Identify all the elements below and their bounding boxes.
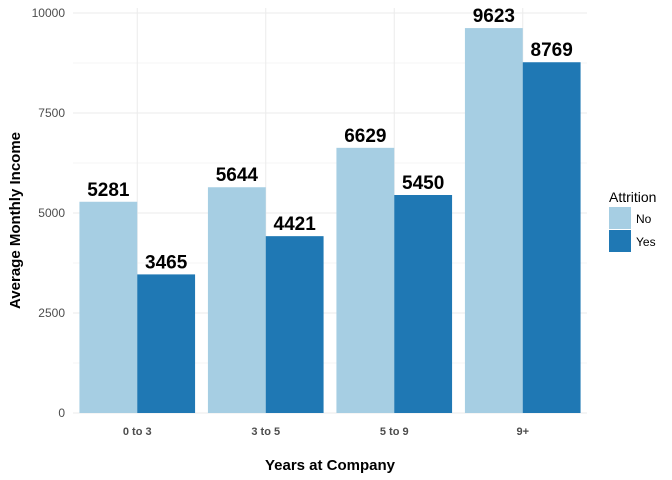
y-axis-title: Average Monthly Income xyxy=(7,132,24,309)
bar-no-2 xyxy=(207,187,266,413)
y-tick-label: 7500 xyxy=(38,106,65,120)
y-tick-label: 10000 xyxy=(32,6,66,20)
bar-no-1 xyxy=(79,201,138,413)
x-axis-ticks: 0 to 3 3 to 5 5 to 9 9+ xyxy=(123,426,529,438)
data-label: 3465 xyxy=(145,252,188,273)
data-label: 6629 xyxy=(344,126,386,147)
data-label: 4421 xyxy=(274,214,317,235)
data-labels: 5281 3465 5644 4421 6629 5450 9623 8769 xyxy=(87,6,573,273)
bar-no-4 xyxy=(464,28,523,414)
y-axis-ticks: 0 2500 5000 7500 10000 xyxy=(32,6,66,420)
y-tick-label: 2500 xyxy=(38,306,65,320)
legend-label: Yes xyxy=(636,235,656,249)
bar-yes-2 xyxy=(265,236,324,413)
data-label: 5281 xyxy=(87,180,130,201)
bars xyxy=(79,28,581,414)
legend-label: No xyxy=(636,212,652,226)
x-tick-label: 9+ xyxy=(516,426,529,438)
data-label: 5644 xyxy=(216,165,259,186)
data-label: 5450 xyxy=(402,173,444,194)
legend-items: No Yes xyxy=(609,207,656,252)
x-tick-label: 5 to 9 xyxy=(380,426,409,438)
bar-yes-3 xyxy=(394,195,453,413)
y-tick-label: 5000 xyxy=(38,206,65,220)
legend: Attrition No Yes xyxy=(609,189,656,252)
bar-yes-4 xyxy=(522,62,581,414)
data-label: 8769 xyxy=(531,40,573,61)
data-label: 9623 xyxy=(473,6,515,27)
y-tick-label: 0 xyxy=(58,406,65,420)
x-tick-label: 0 to 3 xyxy=(123,426,152,438)
x-axis-title: Years at Company xyxy=(265,457,396,474)
bar-no-3 xyxy=(336,147,395,413)
bar-yes-1 xyxy=(137,274,196,413)
x-tick-label: 3 to 5 xyxy=(251,426,280,438)
legend-key-no xyxy=(609,207,631,229)
legend-title: Attrition xyxy=(609,189,656,205)
legend-key-yes xyxy=(609,230,631,252)
